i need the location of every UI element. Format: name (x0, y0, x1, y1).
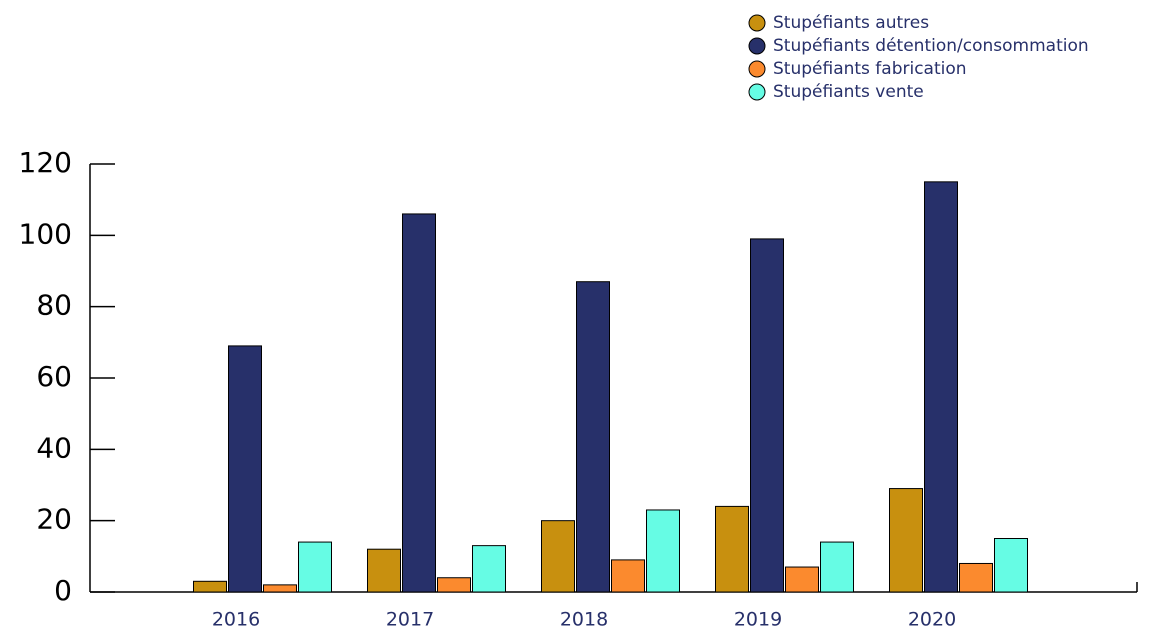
bar (611, 559, 645, 593)
bar (228, 345, 262, 593)
bar (541, 520, 575, 593)
bar (576, 281, 610, 593)
bar (785, 566, 819, 593)
y-tick-label: 40 (36, 431, 72, 464)
legend-marker (748, 14, 766, 32)
x-tick-label: 2020 (908, 609, 956, 631)
y-tick-label: 80 (36, 289, 72, 322)
legend-marker (748, 37, 766, 55)
y-tick-label: 20 (36, 503, 72, 536)
bar (193, 580, 227, 593)
legend-label: Stupéfiants fabrication (773, 59, 967, 79)
x-tick-label: 2016 (212, 609, 260, 631)
legend-marker (748, 83, 766, 101)
bar (298, 541, 332, 593)
bar (646, 509, 680, 593)
x-tick-label: 2019 (734, 609, 782, 631)
legend-marker (748, 60, 766, 78)
bar (994, 538, 1028, 593)
bar (959, 562, 993, 593)
y-tick-label: 100 (19, 217, 72, 250)
legend-label: Stupéfiants autres (773, 13, 929, 33)
legend-label: Stupéfiants détention/consommation (773, 36, 1089, 56)
bar (715, 505, 749, 593)
bar (820, 541, 854, 593)
bar (367, 548, 401, 593)
x-tick-label: 2017 (386, 609, 434, 631)
bar (437, 577, 471, 593)
bar (750, 238, 784, 593)
bar (889, 488, 923, 593)
bar (263, 584, 297, 593)
legend-label: Stupéfiants vente (773, 82, 924, 102)
y-tick-label: 60 (36, 360, 72, 393)
x-tick-label: 2018 (560, 609, 608, 631)
y-tick-label: 0 (54, 574, 72, 607)
bar (472, 545, 506, 593)
y-tick-label: 120 (19, 146, 72, 179)
bar (402, 213, 436, 593)
bar (924, 181, 958, 593)
